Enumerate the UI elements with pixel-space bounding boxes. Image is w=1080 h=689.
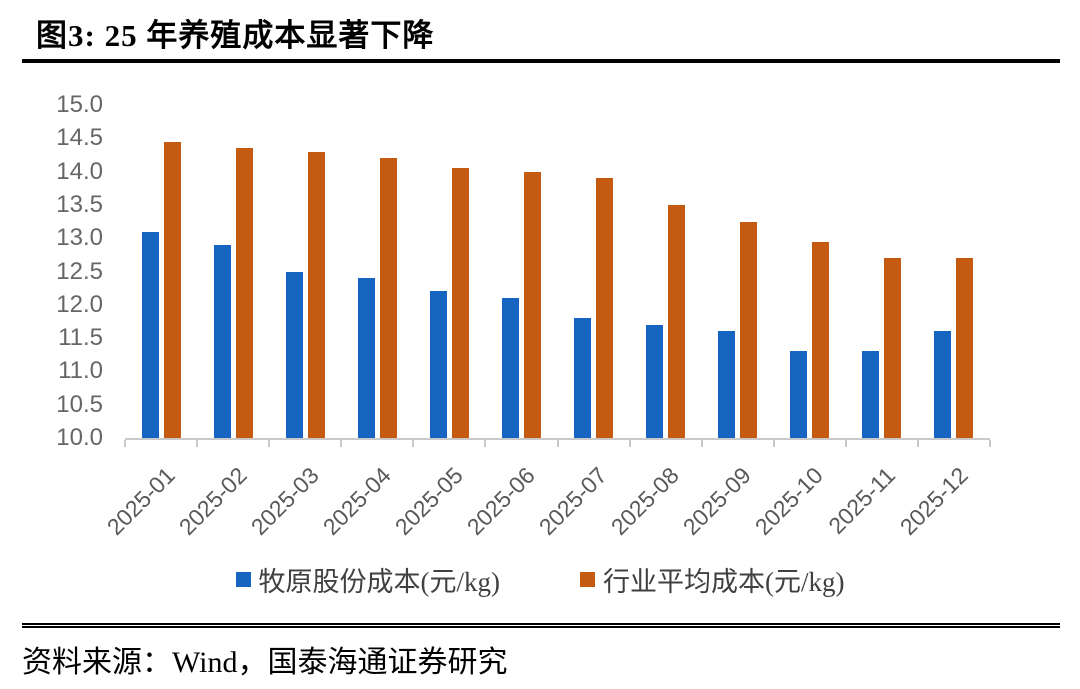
bar-series-0-2025-11 xyxy=(862,351,880,438)
bar-series-container xyxy=(125,105,990,438)
bar-group-2025-03 xyxy=(269,105,341,438)
y-axis-tick-label: 13.5 xyxy=(56,190,103,218)
bar-series-1-2025-10 xyxy=(812,241,830,438)
bar-group-2025-02 xyxy=(197,105,269,438)
bar-series-1-2025-07 xyxy=(596,178,613,438)
title-divider-line xyxy=(22,59,1060,63)
x-axis-tick-label: 2025-09 xyxy=(678,462,757,541)
x-axis-tick-mark xyxy=(628,440,631,447)
bar-group-2025-07 xyxy=(557,105,629,438)
legend-swatch-blue-icon xyxy=(235,572,251,587)
y-axis-tick-label: 12.5 xyxy=(56,257,103,285)
x-axis-tick-mark xyxy=(268,440,271,447)
bar-series-1-2025-09 xyxy=(740,221,758,438)
x-axis-tick-mark xyxy=(700,440,703,447)
x-axis-tick-label: 2025-08 xyxy=(605,462,685,541)
plot-area: 2025-01 2025-02 2025-03 2025-04 2025-05 2025-… xyxy=(101,105,991,540)
bar-series-1-2025-11 xyxy=(884,258,902,438)
x-axis-tick-mark xyxy=(196,440,199,447)
bar-series-0-2025-10 xyxy=(790,351,808,438)
bar-group-2025-04 xyxy=(341,105,413,438)
bar-series-0-2025-12 xyxy=(934,331,952,438)
x-axis-tick-label: 2025-03 xyxy=(245,462,324,541)
bar-series-0-2025-08 xyxy=(646,324,664,438)
x-axis-tick-label: 2025-11 xyxy=(823,462,901,539)
bar-series-1-2025-02 xyxy=(235,148,253,438)
x-axis-tick-label: 2025-05 xyxy=(389,462,468,541)
legend-swatch-orange-icon xyxy=(580,572,595,587)
y-axis-tick-label: 10.0 xyxy=(56,424,103,451)
bar-series-1-2025-01 xyxy=(163,141,181,438)
x-axis-tick-label: 2025-02 xyxy=(173,462,252,541)
x-axis-tick-label: 2025-10 xyxy=(750,462,829,541)
x-axis-tick-mark xyxy=(412,440,415,447)
y-axis-tick-label: 15.0 xyxy=(56,91,103,118)
y-axis-tick-label: 12.0 xyxy=(56,290,103,318)
bar-series-0-2025-09 xyxy=(718,331,736,438)
source-note: 资料来源：Wind，国泰海通证券研究 xyxy=(22,646,508,679)
legend-item-industry-average-cost: 行业平均成本(元/kg) xyxy=(580,560,844,599)
footer-divider-line xyxy=(22,623,1060,628)
x-axis-tick-mark xyxy=(484,440,487,447)
legend-label-industry-average-cost: 行业平均成本(元/kg) xyxy=(603,567,845,597)
bar-group-2025-10 xyxy=(774,105,846,438)
bar-group-2025-11 xyxy=(846,105,918,438)
x-axis-tick-label: 2025-04 xyxy=(317,462,396,541)
bar-group-2025-09 xyxy=(702,105,774,438)
y-axis-tick-label: 11.0 xyxy=(58,357,103,385)
chart-title: 图3: 25 年养殖成本显著下降 xyxy=(36,18,435,53)
bar-series-1-2025-04 xyxy=(379,158,397,438)
bar-series-1-2025-06 xyxy=(523,171,541,438)
bar-series-0-2025-01 xyxy=(141,231,159,438)
x-axis-tick-label: 2025-12 xyxy=(894,462,973,541)
bar-series-1-2025-12 xyxy=(956,258,974,438)
x-axis-tick-mark xyxy=(916,440,919,447)
bar-group-2025-06 xyxy=(485,105,557,438)
x-axis-tick-label: 2025-01 xyxy=(101,462,180,541)
bar-series-0-2025-07 xyxy=(574,318,591,438)
bar-series-1-2025-03 xyxy=(307,151,325,438)
legend-item-muyuan-cost: 牧原股份成本(元/kg) xyxy=(235,560,500,599)
x-axis-tick-label: 2025-06 xyxy=(461,462,540,541)
x-axis-tick-mark xyxy=(556,440,559,447)
bar-series-0-2025-05 xyxy=(429,291,447,438)
bar-series-0-2025-04 xyxy=(357,278,375,438)
bar-group-2025-08 xyxy=(630,105,702,438)
x-axis-tick-mark xyxy=(989,440,991,447)
y-axis-tick-label: 14.5 xyxy=(56,124,103,152)
x-axis-tick-label: 2025-07 xyxy=(533,462,612,541)
bar-series-1-2025-08 xyxy=(668,204,686,438)
y-axis-tick-labels: 15.0 14.5 14.0 13.5 13.0 12.5 12.0 11.5 11.0 10.5… xyxy=(28,93,103,450)
bar-series-0-2025-06 xyxy=(501,298,519,438)
bar-group-2025-12 xyxy=(918,105,990,438)
bar-series-1-2025-05 xyxy=(451,168,469,438)
bar-group-2025-05 xyxy=(413,105,485,438)
x-axis-tick-mark xyxy=(772,440,775,447)
x-axis-tick-mark xyxy=(340,440,343,447)
y-axis-tick-label: 10.5 xyxy=(56,390,103,418)
y-axis-tick-label: 14.0 xyxy=(56,157,103,185)
bar-series-0-2025-02 xyxy=(213,244,231,438)
bar-group-2025-01 xyxy=(125,105,197,438)
chart-legend: 牧原股份成本(元/kg) 行业平均成本(元/kg) xyxy=(0,560,1080,599)
bar-series-0-2025-03 xyxy=(285,271,303,438)
x-axis-tick-mark xyxy=(844,440,847,447)
y-axis-tick-label: 13.0 xyxy=(56,224,103,252)
y-axis-tick-label: 11.5 xyxy=(58,324,103,352)
legend-label-muyuan-cost: 牧原股份成本(元/kg) xyxy=(258,567,500,597)
x-axis-tick-mark xyxy=(124,440,126,447)
